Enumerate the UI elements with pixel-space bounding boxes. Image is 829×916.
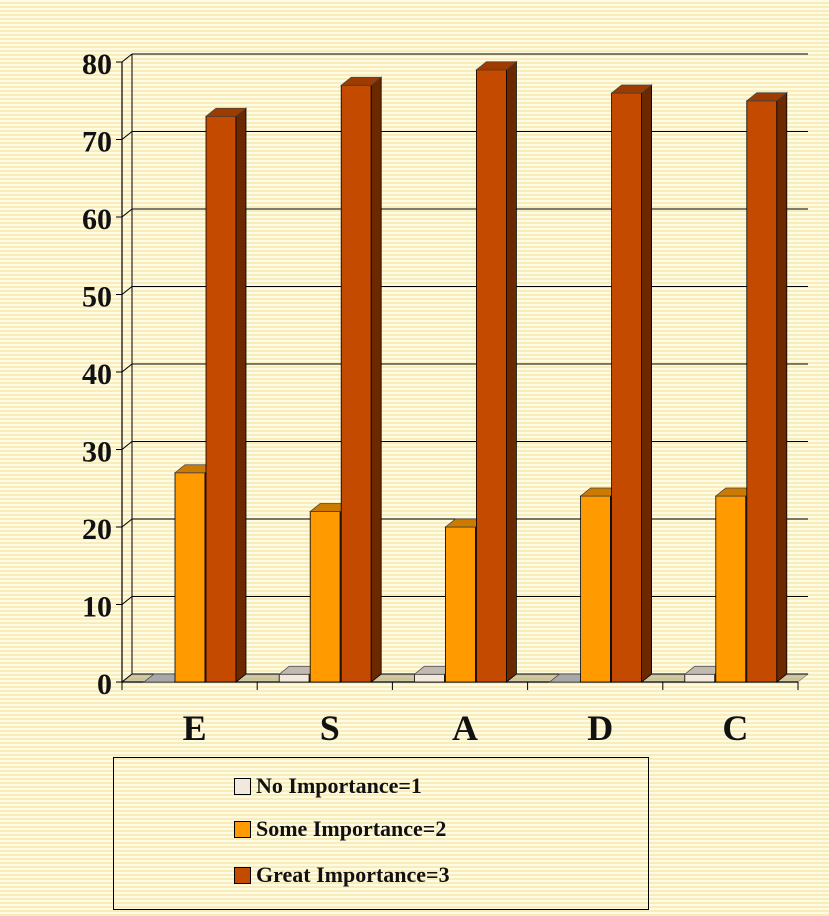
gridline-side	[121, 673, 133, 683]
legend-label-some-importance: Some Importance=2	[256, 816, 447, 841]
plot-area: 0 10 20 30 40 50 60 70 80 E S A D C	[82, 48, 809, 748]
bar-front	[278, 673, 310, 683]
gridline-side	[121, 53, 133, 63]
y-tick-label: 10	[82, 591, 112, 624]
bar-front	[205, 115, 237, 683]
y-tick-label: 60	[82, 203, 112, 236]
gridline-side	[121, 363, 133, 373]
bar-top	[610, 84, 653, 94]
legend: No Importance=1 Some Importance=2 Great …	[113, 757, 649, 910]
x-category-label: A	[452, 708, 478, 748]
legend-swatch-great-importance	[234, 866, 251, 884]
bar-front	[684, 673, 716, 683]
bar-front	[444, 526, 476, 683]
legend-swatch-no-importance	[234, 777, 251, 795]
legend-label-great-importance: Great Importance=3	[256, 862, 450, 887]
bar-front	[174, 472, 206, 683]
x-category-label: E	[183, 708, 207, 748]
bar-front	[746, 100, 778, 683]
y-tick-label: 80	[82, 48, 112, 81]
gridline-side	[121, 596, 133, 605]
legend-item-great-importance: Great Importance=3	[234, 860, 450, 890]
y-tick-label: 30	[82, 436, 112, 469]
y-tick-label: 20	[82, 513, 112, 546]
bar-top	[475, 61, 518, 71]
y-tick-label: 50	[82, 281, 112, 314]
bar-side	[235, 107, 247, 683]
x-category-label: C	[722, 708, 748, 748]
bar-top	[204, 107, 248, 117]
gridline-side	[121, 441, 133, 450]
bar-side	[776, 91, 788, 683]
bar-front	[580, 495, 611, 683]
bar-front	[340, 84, 372, 683]
gridline-side	[121, 131, 133, 140]
legend-item-no-importance: No Importance=1	[234, 771, 422, 801]
bar-top	[340, 76, 383, 86]
y-tick-label: 40	[82, 358, 112, 391]
bar-side	[505, 60, 517, 683]
legend-item-some-importance: Some Importance=2	[234, 814, 446, 844]
bar-front	[413, 673, 445, 683]
bar-side	[641, 84, 652, 683]
gridline-side	[121, 518, 133, 528]
gridline-side	[121, 286, 133, 295]
bar-top	[745, 92, 788, 102]
legend-swatch-some-importance	[234, 820, 251, 838]
bar-front	[715, 495, 747, 683]
bar-side	[370, 76, 382, 683]
gridline-side	[121, 208, 133, 218]
bar-front	[309, 511, 341, 683]
bar-front	[475, 69, 507, 683]
y-tick-label: 70	[82, 126, 112, 159]
x-category-label: D	[587, 708, 613, 748]
legend-label-no-importance: No Importance=1	[256, 773, 422, 798]
x-category-label: S	[320, 708, 340, 748]
y-tick-label: 0	[97, 668, 112, 701]
bar-front	[611, 92, 642, 683]
